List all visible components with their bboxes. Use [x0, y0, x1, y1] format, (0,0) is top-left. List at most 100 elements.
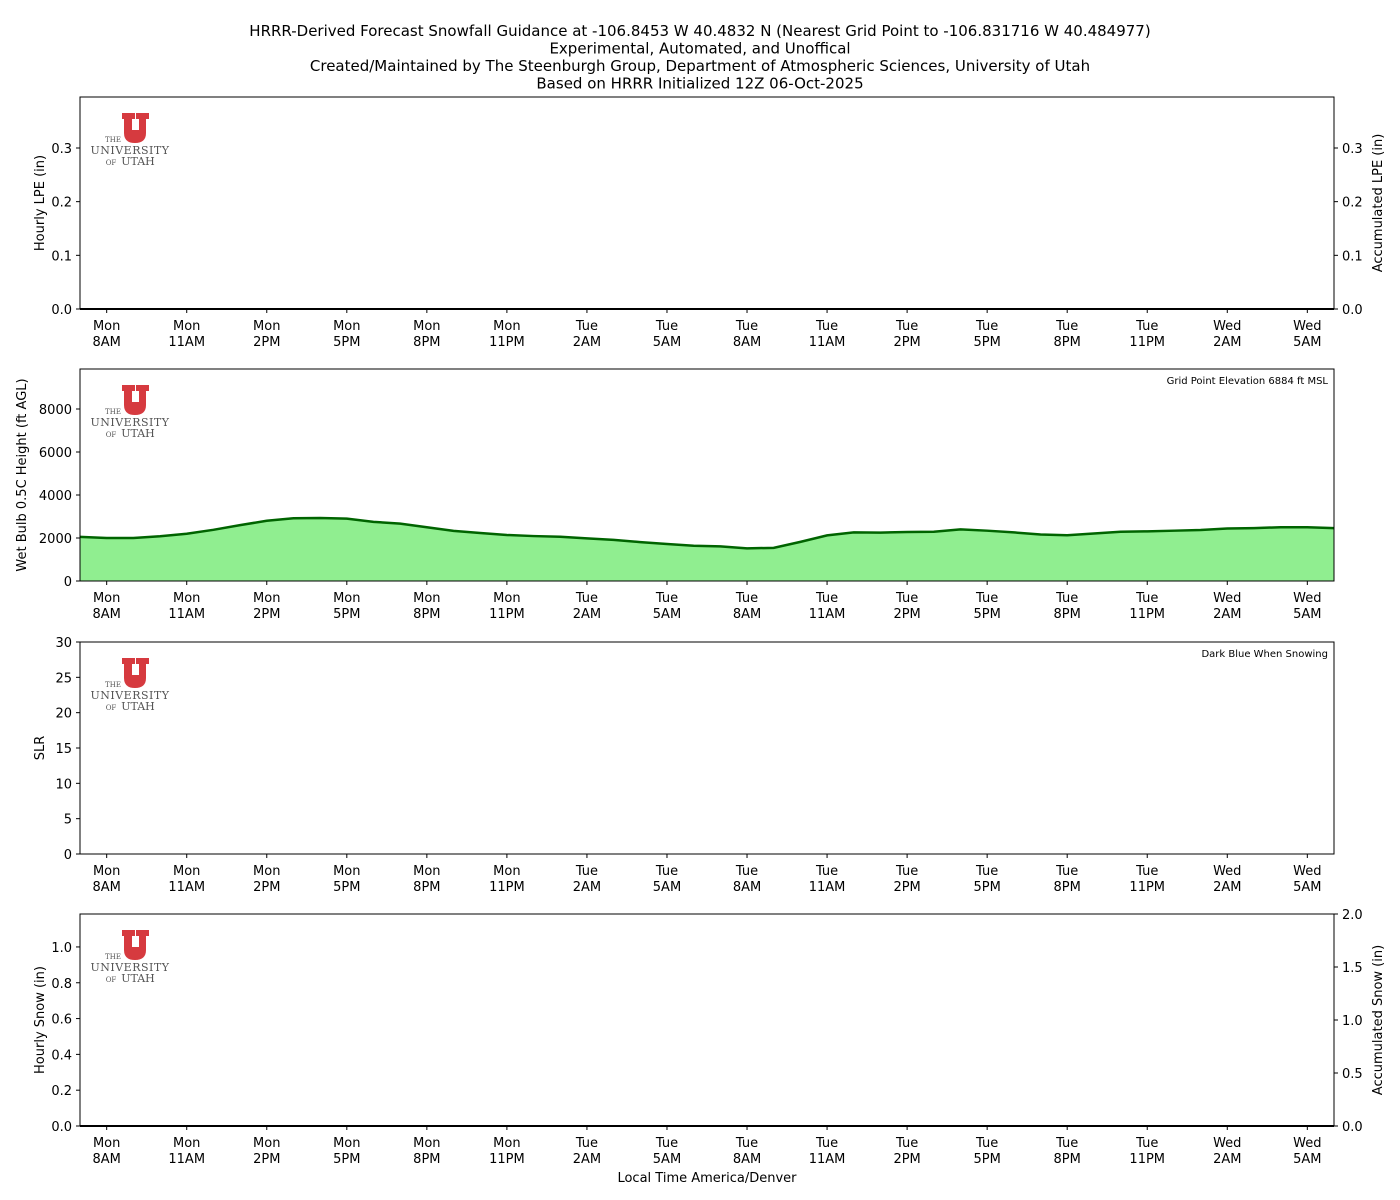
logo-text: OF: [106, 159, 117, 167]
x-tick-label: Mon 8AM: [92, 319, 120, 350]
x-tick-label: Tue 2AM: [573, 1136, 601, 1167]
logo-text: OF: [106, 976, 117, 984]
x-tick-label: Tue 5PM: [973, 864, 1000, 895]
x-tick-label: Mon 5PM: [333, 1136, 360, 1167]
y-tick-label: 6000: [39, 446, 72, 461]
x-tick-label: Wed 5AM: [1293, 591, 1321, 622]
x-tick-label: Mon 2PM: [253, 864, 280, 895]
y-axis-label: Hourly LPE (in): [33, 155, 48, 251]
y-tick-label: 0: [64, 848, 72, 863]
x-tick-label: Mon 11AM: [168, 591, 205, 622]
logo-text: THE: [105, 953, 121, 961]
y2-tick-label: 0.3: [1342, 142, 1363, 157]
y2-tick-label: 0.0: [1342, 303, 1363, 318]
y2-tick-label: 0.1: [1342, 249, 1363, 264]
x-tick-label: Tue 8AM: [733, 1136, 761, 1167]
y-tick-label: 0: [64, 575, 72, 590]
x-tick-label: Mon 11AM: [168, 864, 205, 895]
logo-text: THE: [105, 681, 121, 689]
x-tick-label: Mon 11AM: [168, 319, 205, 350]
x-tick-label: Tue 8AM: [733, 864, 761, 895]
y2-tick-label: 2.0: [1342, 908, 1363, 923]
annotation: Grid Point Elevation 6884 ft MSL: [1167, 376, 1329, 387]
x-tick-label: Tue 11PM: [1129, 591, 1165, 622]
y2-axis-label: Accumulated Snow (in): [1371, 945, 1386, 1095]
x-tick-label: Mon 8AM: [92, 1136, 120, 1167]
logo-text: UTAH: [121, 700, 155, 713]
x-tick-label: Tue 2AM: [573, 591, 601, 622]
y2-tick-label: 1.0: [1342, 1014, 1363, 1029]
logo-text: UNIVERSITY: [91, 961, 170, 974]
title-line: HRRR-Derived Forecast Snowfall Guidance …: [249, 22, 1150, 40]
y-tick-label: 1.0: [51, 941, 72, 956]
x-tick-label: Mon 5PM: [333, 319, 360, 350]
y-tick-label: 8000: [39, 403, 72, 418]
y-tick-label: 0.3: [51, 142, 72, 157]
x-tick-label: Wed 2AM: [1213, 319, 1241, 350]
x-tick-label: Mon 8PM: [413, 319, 440, 350]
x-tick-label: Mon 2PM: [253, 591, 280, 622]
y-tick-label: 0.0: [51, 1120, 72, 1135]
y2-tick-label: 0.5: [1342, 1067, 1363, 1082]
x-tick-label: Tue 11AM: [809, 864, 846, 895]
plot-frame: [79, 368, 1335, 582]
x-tick-label: Tue 2PM: [893, 1136, 920, 1167]
x-tick-label: Tue 8PM: [1054, 319, 1081, 350]
x-axis-label: Local Time America/Denver: [617, 1171, 797, 1186]
plot-frame: [79, 96, 1335, 310]
y-tick-label: 0.2: [51, 1084, 72, 1099]
y-axis-label: Wet Bulb 0.5C Height (ft AGL): [15, 378, 30, 571]
x-tick-label: Tue 11PM: [1129, 319, 1165, 350]
x-tick-label: Tue 8PM: [1054, 591, 1081, 622]
area: [80, 518, 1334, 581]
y-tick-label: 0.0: [51, 303, 72, 318]
line: [79, 516, 1335, 550]
logo-text: UTAH: [121, 427, 155, 440]
plot-frame: [79, 641, 1335, 855]
x-tick-label: Tue 5AM: [653, 1136, 681, 1167]
logo-text: UTAH: [121, 155, 155, 168]
x-tick-label: Wed 2AM: [1213, 591, 1241, 622]
x-tick-label: Tue 11PM: [1129, 1136, 1165, 1167]
y-tick-label: 5: [64, 813, 72, 828]
x-tick-label: Tue 5PM: [973, 591, 1000, 622]
x-tick-label: Tue 8PM: [1054, 864, 1081, 895]
x-tick-label: Tue 11AM: [809, 1136, 846, 1167]
y-tick-label: 2000: [39, 532, 72, 547]
x-tick-label: Mon 11PM: [489, 1136, 525, 1167]
x-tick-label: Mon 11AM: [168, 1136, 205, 1167]
x-tick-label: Mon 8PM: [413, 1136, 440, 1167]
x-tick-label: Tue 5AM: [653, 319, 681, 350]
x-tick-label: Tue 8PM: [1054, 1136, 1081, 1167]
logo-text: UNIVERSITY: [91, 689, 170, 702]
y-tick-label: 0.8: [51, 977, 72, 992]
y-tick-label: 0.6: [51, 1013, 72, 1028]
x-tick-label: Mon 11PM: [489, 591, 525, 622]
annotation: Dark Blue When Snowing: [1201, 649, 1328, 660]
logo-u: [122, 385, 149, 415]
y-tick-label: 0.4: [51, 1048, 72, 1063]
x-tick-label: Mon 5PM: [333, 864, 360, 895]
x-tick-label: Mon 2PM: [253, 319, 280, 350]
x-tick-label: Tue 5PM: [973, 319, 1000, 350]
x-tick-label: Mon 11PM: [489, 864, 525, 895]
y-tick-label: 0.2: [51, 196, 72, 211]
plot-frame: [79, 913, 1335, 1127]
x-tick-label: Mon 5PM: [333, 591, 360, 622]
x-tick-label: Tue 5AM: [653, 864, 681, 895]
x-tick-label: Mon 8PM: [413, 591, 440, 622]
x-tick-label: Tue 5AM: [653, 591, 681, 622]
y2-tick-label: 0.2: [1342, 196, 1363, 211]
y2-tick-label: 1.5: [1342, 961, 1363, 976]
y-tick-label: 15: [55, 742, 72, 757]
y-tick-label: 0.1: [51, 249, 72, 264]
logo-u: [122, 930, 149, 960]
x-tick-label: Tue 2AM: [573, 864, 601, 895]
x-tick-label: Tue 11AM: [809, 591, 846, 622]
logo-text: OF: [106, 704, 117, 712]
x-tick-label: Mon 2PM: [253, 1136, 280, 1167]
